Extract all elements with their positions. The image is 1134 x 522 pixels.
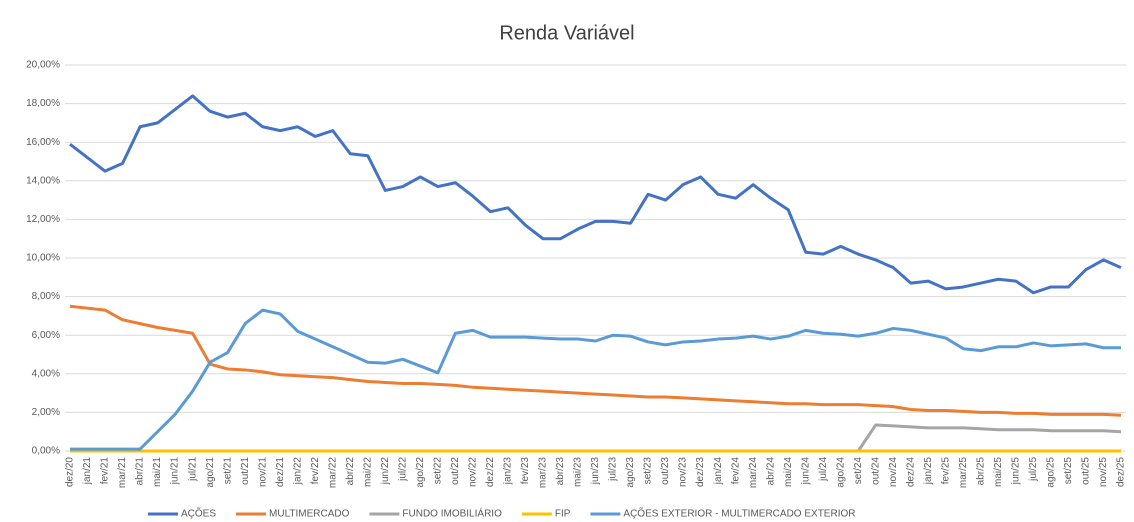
- x-tick-label: jun/23: [590, 457, 601, 486]
- x-tick-label: set/23: [643, 457, 654, 485]
- x-tick-label: fev/25: [940, 457, 951, 485]
- x-tick-label: jan/24: [713, 457, 724, 486]
- y-tick-label: 6,00%: [32, 330, 60, 341]
- x-tick-label: fev/23: [520, 457, 531, 485]
- x-tick-label: abr/22: [345, 457, 356, 486]
- x-tick-label: dez/25: [1116, 457, 1127, 487]
- y-tick-label: 16,00%: [26, 137, 60, 148]
- y-tick-label: 4,00%: [32, 368, 60, 379]
- legend-label: MULTIMERCADO: [269, 509, 350, 520]
- y-tick-label: 8,00%: [32, 291, 60, 302]
- x-tick-label: nov/25: [1098, 457, 1109, 487]
- x-tick-label: ago/21: [205, 457, 216, 488]
- x-tick-label: mai/23: [573, 457, 584, 487]
- x-tick-label: dez/21: [275, 457, 286, 487]
- x-tick-label: fev/21: [100, 457, 111, 485]
- y-tick-label: 20,00%: [26, 60, 60, 71]
- legend-label: AÇÕES EXTERIOR - MULTIMERCADO EXTERIOR: [623, 507, 855, 520]
- x-tick-label: mar/21: [117, 457, 128, 489]
- series-line: [69, 94, 1122, 295]
- x-tick-label: mar/22: [327, 457, 338, 489]
- y-tick-label: 10,00%: [26, 253, 60, 264]
- x-tick-label: mai/21: [152, 457, 163, 487]
- x-tick-label: dez/20: [65, 457, 76, 487]
- x-tick-label: jul/22: [397, 457, 408, 482]
- y-tick-label: 14,00%: [26, 175, 60, 186]
- x-tick-label: fev/22: [310, 457, 321, 485]
- x-tick-label: ago/22: [415, 457, 426, 488]
- legend-label: FUNDO IMOBILIÁRIO: [402, 507, 502, 520]
- x-tick-label: jul/25: [1028, 457, 1039, 482]
- legend-label: AÇÕES: [181, 507, 216, 520]
- x-tick-label: mar/23: [538, 457, 549, 489]
- x-tick-label: out/22: [450, 457, 461, 485]
- x-tick-label: jun/25: [1011, 457, 1022, 486]
- x-tick-label: jul/23: [608, 457, 619, 482]
- x-tick-label: out/21: [240, 457, 251, 485]
- y-tick-label: 2,00%: [32, 407, 60, 418]
- x-tick-label: dez/23: [695, 457, 706, 487]
- y-tick-label: 12,00%: [26, 214, 60, 225]
- x-tick-label: jun/21: [170, 457, 181, 486]
- series-line: [69, 304, 1122, 417]
- x-tick-label: jan/23: [503, 457, 514, 486]
- x-tick-label: out/24: [870, 457, 881, 485]
- x-tick-label: jun/24: [800, 457, 811, 486]
- y-tick-label: 0,00%: [32, 446, 60, 457]
- x-tick-label: set/21: [222, 457, 233, 485]
- x-tick-label: fev/24: [730, 457, 741, 485]
- x-tick-label: dez/22: [485, 457, 496, 487]
- x-tick-label: ago/23: [625, 457, 636, 488]
- x-tick-label: mai/22: [362, 457, 373, 487]
- x-tick-label: nov/24: [888, 457, 899, 487]
- x-tick-label: set/22: [432, 457, 443, 485]
- x-tick-label: abr/23: [555, 457, 566, 486]
- chart-title: Renda Variável: [499, 22, 634, 44]
- x-tick-label: set/25: [1063, 457, 1074, 485]
- x-tick-label: abr/21: [135, 457, 146, 486]
- x-tick-label: abr/25: [976, 457, 987, 486]
- x-tick-label: jan/21: [82, 457, 93, 486]
- x-tick-label: jul/24: [818, 457, 829, 482]
- legend-label: FIP: [555, 509, 571, 520]
- x-tick-label: jan/25: [923, 457, 934, 486]
- x-tick-label: jun/22: [380, 457, 391, 486]
- x-tick-label: out/25: [1081, 457, 1092, 485]
- x-tick-label: mar/24: [748, 457, 759, 489]
- x-tick-label: jul/21: [187, 457, 198, 482]
- series-line: [70, 308, 1121, 451]
- x-tick-label: abr/24: [765, 457, 776, 486]
- x-tick-label: dez/24: [905, 457, 916, 487]
- x-tick-label: nov/22: [468, 457, 479, 487]
- x-tick-label: nov/21: [257, 457, 268, 487]
- x-tick-label: set/24: [853, 457, 864, 485]
- series-line: [70, 423, 1122, 453]
- x-tick-label: ago/25: [1046, 457, 1057, 488]
- x-tick-label: out/23: [660, 457, 671, 485]
- x-tick-label: jan/22: [292, 457, 303, 486]
- x-tick-label: nov/23: [678, 457, 689, 487]
- x-tick-label: mar/25: [958, 457, 969, 489]
- x-tick-label: mai/24: [783, 457, 794, 487]
- x-tick-label: mai/25: [993, 457, 1004, 487]
- y-tick-label: 18,00%: [26, 98, 60, 109]
- x-tick-label: ago/24: [835, 457, 846, 488]
